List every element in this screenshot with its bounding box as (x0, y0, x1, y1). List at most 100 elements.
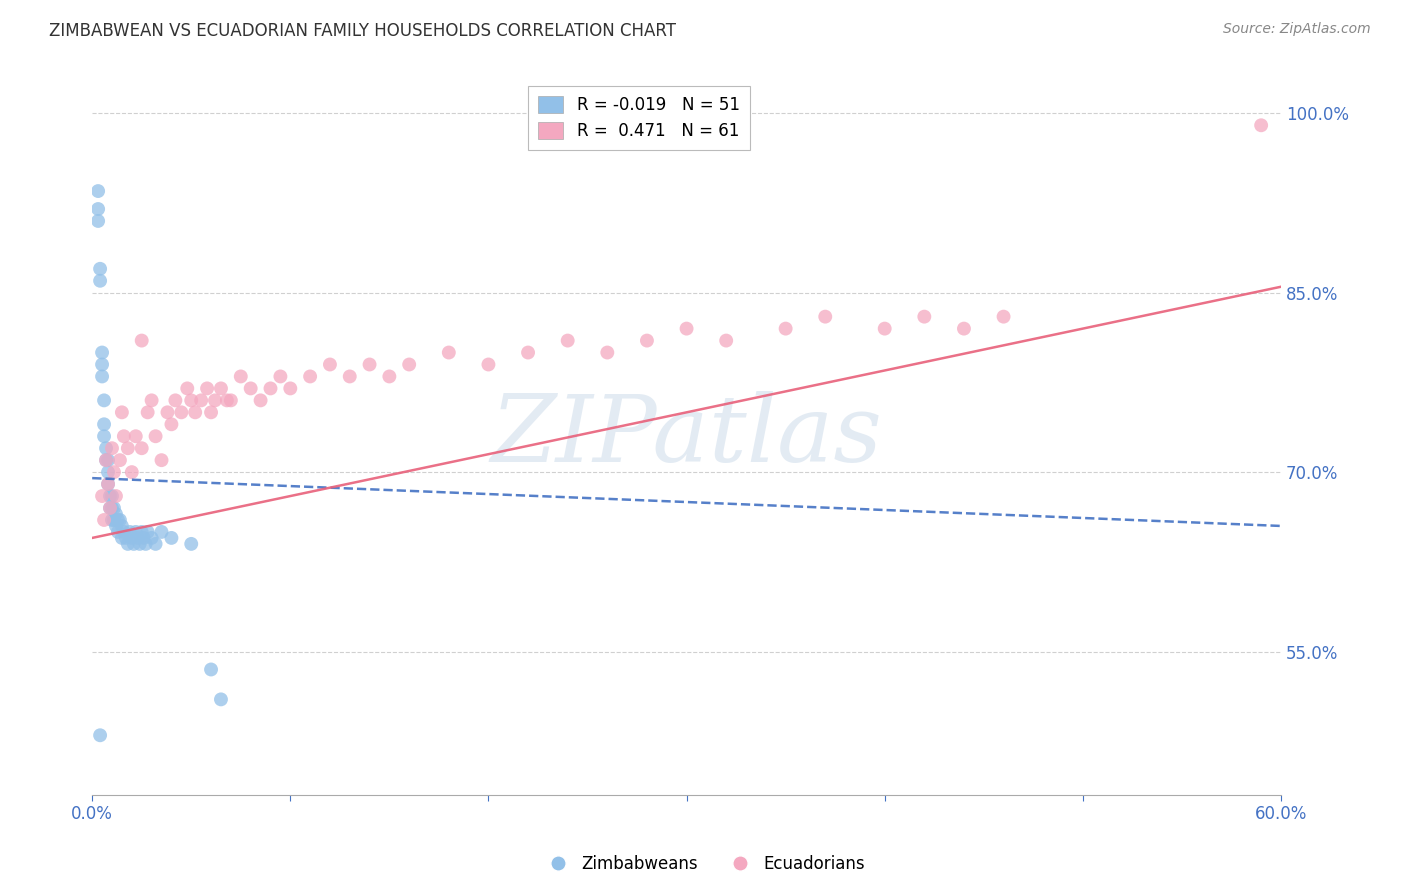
Point (104, 507, 127, 521)
Point (117, 537, 139, 551)
Point (200, 405, 222, 419)
Point (339, 369, 361, 384)
Point (165, 393, 187, 408)
Point (97, 453, 120, 467)
Point (101, 501, 124, 516)
Point (112, 524, 135, 539)
Point (103, 513, 125, 527)
Point (108, 513, 131, 527)
Point (103, 501, 125, 516)
Point (437, 345, 460, 359)
Point (97, 465, 120, 479)
Point (121, 531, 143, 545)
Point (184, 405, 207, 419)
Point (269, 369, 291, 384)
Point (278, 381, 301, 395)
Point (195, 381, 218, 395)
Point (477, 358, 499, 372)
Point (953, 321, 976, 335)
Point (93, 393, 115, 408)
Point (517, 345, 540, 359)
Point (97, 477, 120, 491)
Point (145, 429, 167, 443)
Point (1250, 118, 1272, 132)
Point (101, 513, 124, 527)
Point (219, 393, 242, 408)
Text: ZIMBABWEAN VS ECUADORIAN FAMILY HOUSEHOLDS CORRELATION CHART: ZIMBABWEAN VS ECUADORIAN FAMILY HOUSEHOL… (49, 22, 676, 40)
Point (87, 214, 110, 228)
Point (873, 321, 896, 335)
Point (204, 393, 226, 408)
Point (319, 358, 342, 372)
Point (136, 405, 159, 419)
Point (229, 369, 252, 384)
Point (121, 465, 143, 479)
Point (93, 513, 115, 527)
Point (775, 321, 797, 335)
Point (239, 381, 262, 395)
Point (107, 513, 129, 527)
Point (93, 429, 115, 443)
Point (125, 429, 148, 443)
Point (111, 519, 134, 533)
Point (89, 261, 111, 276)
Point (111, 405, 134, 419)
Point (714, 334, 737, 348)
Point (125, 524, 148, 539)
Point (127, 531, 149, 545)
Point (636, 334, 658, 348)
Point (131, 334, 153, 348)
Point (596, 345, 619, 359)
Point (912, 310, 935, 324)
Point (103, 465, 125, 479)
Point (101, 441, 124, 455)
Point (94, 441, 117, 455)
Point (160, 417, 183, 432)
Point (122, 537, 145, 551)
Point (557, 334, 579, 348)
Point (259, 381, 281, 395)
Point (104, 519, 127, 533)
Point (131, 441, 153, 455)
Point (675, 321, 697, 335)
Point (87, 184, 110, 198)
Point (132, 531, 155, 545)
Point (89, 728, 111, 742)
Point (91, 489, 114, 503)
Legend: Zimbabweans, Ecuadorians: Zimbabweans, Ecuadorians (534, 848, 872, 880)
Point (398, 358, 420, 372)
Point (200, 663, 222, 677)
Point (378, 369, 401, 384)
Point (128, 537, 150, 551)
Point (156, 405, 179, 419)
Point (190, 393, 212, 408)
Point (115, 531, 138, 545)
Point (91, 369, 114, 384)
Point (170, 405, 193, 419)
Point (150, 453, 173, 467)
Point (131, 524, 153, 539)
Text: ZIPatlas: ZIPatlas (491, 392, 883, 482)
Point (117, 441, 139, 455)
Point (112, 429, 135, 443)
Point (180, 537, 202, 551)
Point (91, 345, 114, 359)
Point (87, 202, 110, 216)
Point (108, 453, 131, 467)
Point (215, 393, 238, 408)
Point (98, 501, 121, 516)
Point (209, 692, 232, 706)
Point (107, 524, 129, 539)
Point (94, 453, 117, 467)
Point (176, 381, 198, 395)
Point (89, 274, 111, 288)
Point (814, 310, 837, 324)
Point (98, 501, 121, 516)
Text: Source: ZipAtlas.com: Source: ZipAtlas.com (1223, 22, 1371, 37)
Point (97, 477, 120, 491)
Point (993, 310, 1015, 324)
Point (145, 537, 167, 551)
Point (104, 489, 127, 503)
Point (111, 531, 134, 545)
Point (249, 393, 271, 408)
